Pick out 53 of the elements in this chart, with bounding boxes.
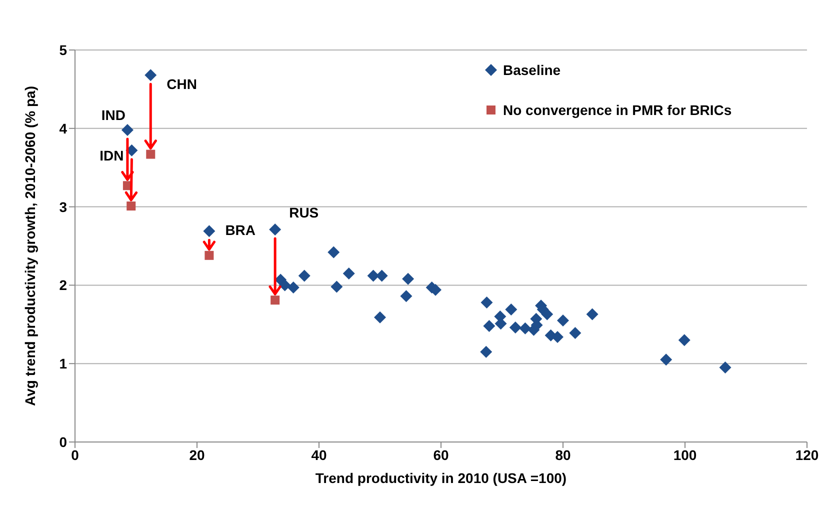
point	[342, 267, 355, 280]
point	[541, 308, 554, 320]
x-tick-label: 40	[311, 446, 327, 463]
point	[569, 327, 582, 340]
y-tick-label: 3	[59, 198, 68, 215]
y-tick-label: 0	[59, 434, 68, 450]
x-tick-label: 60	[433, 446, 449, 463]
point	[678, 334, 690, 346]
point	[483, 320, 496, 332]
point	[146, 150, 156, 159]
point	[719, 362, 732, 374]
x-tick-label: 0	[71, 446, 80, 463]
point	[509, 322, 522, 334]
y-tick-label: 4	[59, 120, 68, 136]
legend-label: No convergence in PMR for BRICs	[503, 102, 732, 118]
x-tick-label: 100	[673, 446, 697, 463]
y-tick-label: 5	[59, 42, 68, 58]
x-tick-label: 20	[189, 446, 205, 463]
point	[287, 282, 300, 294]
annotation: RUS	[289, 204, 319, 221]
y-tick-label: 2	[59, 277, 68, 294]
point	[121, 124, 134, 136]
point	[557, 314, 569, 326]
point	[278, 279, 291, 292]
point	[204, 250, 214, 260]
point	[298, 270, 310, 282]
point	[586, 308, 598, 320]
point	[519, 322, 532, 334]
x-tick-label: 120	[795, 446, 819, 463]
point	[480, 346, 492, 358]
x-tick-label: 80	[555, 446, 571, 463]
point	[660, 354, 672, 366]
point	[126, 202, 136, 211]
point	[328, 246, 340, 258]
point	[269, 224, 282, 236]
point	[552, 330, 564, 343]
point	[402, 272, 414, 285]
point	[144, 69, 157, 82]
point	[203, 225, 216, 238]
point	[505, 304, 518, 316]
point	[400, 290, 412, 302]
y-axis-title: Avg trend productivity growth, 2010-2060 (% pa)	[22, 86, 38, 406]
annotation: CHN	[166, 76, 197, 92]
point	[374, 311, 386, 324]
legend-label: Baseline	[503, 62, 561, 78]
point	[270, 296, 280, 305]
annotation: BRA	[225, 222, 256, 238]
annotation: IDN	[100, 147, 124, 164]
annotation: IND	[101, 106, 126, 123]
point	[480, 296, 493, 308]
x-axis-title: Trend productivity in 2010 (USA =100)	[315, 470, 567, 486]
point	[330, 280, 343, 293]
y-tick-label: 1	[59, 356, 68, 372]
